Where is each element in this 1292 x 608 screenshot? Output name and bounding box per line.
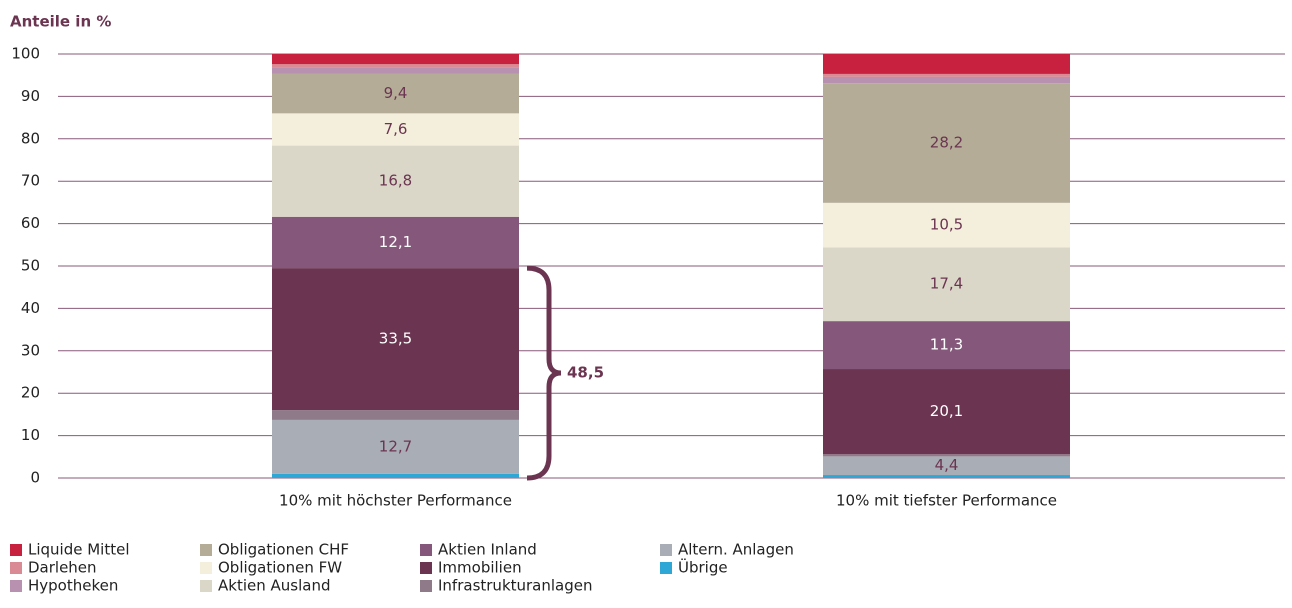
bar-segment	[823, 54, 1070, 74]
bar-segment	[272, 145, 519, 217]
legend-swatch	[10, 580, 22, 592]
data-label: 12,7	[379, 437, 412, 455]
bar-segment	[272, 216, 519, 269]
bar-segment	[823, 76, 1070, 84]
legend-swatch	[200, 580, 212, 592]
bar-segment	[272, 410, 519, 420]
data-label: 10,5	[930, 216, 963, 234]
legend-swatch	[420, 544, 432, 556]
bar-segment	[823, 369, 1070, 455]
bar-segment	[823, 202, 1070, 248]
bar-segment	[823, 83, 1070, 203]
legend-swatch	[200, 562, 212, 574]
y-tick-label: 40	[21, 299, 40, 317]
annotation: 48,5	[567, 364, 604, 382]
legend-label: Darlehen	[28, 559, 97, 577]
data-label: 11,3	[930, 336, 963, 354]
legend-swatch	[10, 562, 22, 574]
legend-label: Übrige	[678, 558, 728, 577]
y-tick-label: 0	[30, 469, 40, 487]
bar-segment	[823, 475, 1070, 478]
legend-label: Obligationen FW	[218, 559, 342, 577]
bar-segment	[272, 419, 519, 474]
bar-segment	[823, 321, 1070, 370]
y-tick-label: 60	[21, 214, 40, 232]
y-tick-label: 10	[21, 426, 40, 444]
legend-label: Aktien Inland	[438, 541, 537, 559]
bar-segment	[823, 73, 1070, 77]
bar-segment	[272, 64, 519, 68]
data-label: 17,4	[930, 275, 963, 293]
legend-label: Immobilien	[438, 559, 522, 577]
x-tick-label: 10% mit höchster Performance	[279, 492, 512, 510]
data-label: 9,4	[384, 84, 408, 102]
legend-swatch	[420, 562, 432, 574]
chart-title: Anteile in %	[10, 13, 111, 31]
legend-label: Aktien Ausland	[218, 577, 330, 595]
bar-segment	[823, 454, 1070, 457]
legend-swatch	[660, 544, 672, 556]
y-tick-label: 100	[11, 45, 40, 63]
y-tick-label: 20	[21, 384, 40, 402]
y-tick-label: 90	[21, 87, 40, 105]
legend-swatch	[660, 562, 672, 574]
bar-segment	[272, 473, 519, 478]
legend-label: Altern. Anlagen	[678, 541, 794, 559]
bar-segment	[272, 54, 519, 65]
bar-segment	[823, 456, 1070, 476]
y-tick-label: 50	[21, 257, 40, 275]
bar-segment	[272, 113, 519, 146]
bar-segment	[272, 67, 519, 74]
legend-swatch	[420, 580, 432, 592]
data-label: 33,5	[379, 330, 412, 348]
bar-segment	[823, 247, 1070, 322]
bar-segment	[272, 73, 519, 114]
data-label: 16,8	[379, 172, 412, 190]
y-tick-label: 80	[21, 129, 40, 147]
data-label: 28,2	[930, 134, 963, 152]
data-label: 7,6	[384, 120, 408, 138]
brace	[526, 265, 562, 481]
y-tick-label: 70	[21, 172, 40, 190]
legend-label: Liquide Mittel	[28, 541, 130, 559]
x-tick-label: 10% mit tiefster Performance	[836, 492, 1057, 510]
data-label: 20,1	[930, 402, 963, 420]
legend-label: Infrastrukturanlagen	[438, 577, 593, 595]
y-tick-label: 30	[21, 341, 40, 359]
legend-label: Hypotheken	[28, 577, 118, 595]
data-label: 12,1	[379, 233, 412, 251]
bar-segment	[272, 268, 519, 411]
legend-swatch	[10, 544, 22, 556]
legend-label: Obligationen CHF	[218, 541, 349, 559]
data-label: 4,4	[935, 456, 959, 474]
legend-swatch	[200, 544, 212, 556]
